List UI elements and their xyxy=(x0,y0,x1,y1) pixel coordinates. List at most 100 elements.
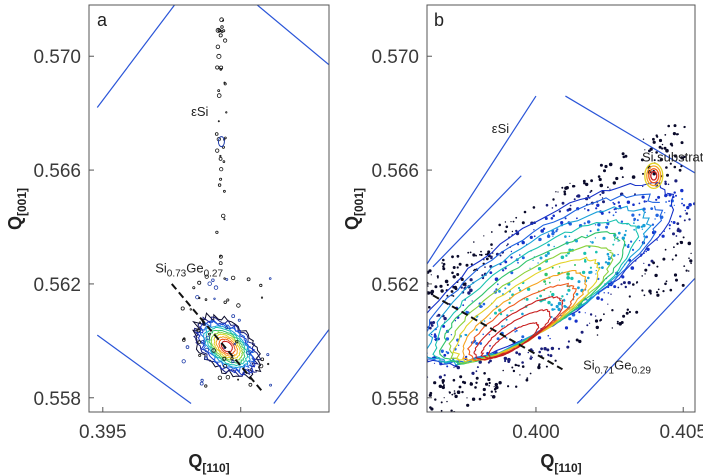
diffuse-scatter-point xyxy=(658,138,663,143)
diffuse-scatter-point xyxy=(454,394,458,399)
diffuse-scatter-point xyxy=(604,164,608,169)
diffuse-scatter-point xyxy=(456,365,460,370)
diffuse-scatter-point xyxy=(566,293,569,296)
diffuse-scatter-point xyxy=(521,256,525,260)
diffuse-scatter-point xyxy=(479,342,483,345)
diffuse-scatter-point xyxy=(516,364,519,367)
diffuse-scatter-point xyxy=(456,390,461,395)
diffuse-scatter-point xyxy=(505,318,508,321)
diffuse-scatter-point xyxy=(601,197,604,199)
diffuse-scatter-point xyxy=(488,384,491,387)
diffuse-scatter-point xyxy=(442,384,445,387)
strained-si-speck xyxy=(222,160,226,163)
diffuse-scatter-point xyxy=(521,240,525,245)
diffuse-scatter-point xyxy=(483,235,485,237)
diffuse-scatter-point xyxy=(669,162,672,165)
diffuse-scatter-point xyxy=(414,351,416,353)
diffuse-scatter-point xyxy=(555,304,559,309)
diffuse-scatter-point xyxy=(539,294,542,298)
diffuse-scatter-point xyxy=(595,207,598,210)
diffuse-scatter-point xyxy=(653,159,656,162)
diffuse-scatter-point xyxy=(554,359,557,362)
y-tick-label: 0.566 xyxy=(371,161,419,182)
diffuse-scatter-point xyxy=(600,211,604,215)
diffuse-scatter-point xyxy=(515,329,518,332)
panel-b-letter: b xyxy=(434,10,444,30)
diffuse-scatter-point xyxy=(518,289,522,292)
diffuse-scatter-point xyxy=(428,306,431,309)
diffuse-scatter-point xyxy=(610,293,612,295)
diffuse-scatter-point xyxy=(677,133,679,136)
diffuse-scatter-point xyxy=(576,217,578,220)
diffuse-scatter-point xyxy=(538,350,541,354)
diffuse-scatter-point xyxy=(598,177,602,182)
diffuse-scatter-point xyxy=(433,334,437,338)
diffuse-scatter-point xyxy=(459,375,463,379)
diffuse-scatter-point xyxy=(587,220,591,224)
noise-speck xyxy=(246,277,251,282)
diffuse-scatter-point xyxy=(526,377,529,379)
diffuse-scatter-point xyxy=(511,230,514,233)
diffuse-scatter-point xyxy=(411,323,413,325)
diffuse-scatter-point xyxy=(519,374,521,376)
diffuse-scatter-point xyxy=(612,201,614,204)
y-tick-label: 0.570 xyxy=(371,47,419,68)
diffuse-scatter-point xyxy=(655,291,659,294)
diffuse-scatter-point xyxy=(494,382,498,387)
diffuse-scatter-point xyxy=(612,214,615,217)
diffuse-scatter-point xyxy=(423,304,426,307)
diffuse-scatter-point xyxy=(667,124,670,128)
diffuse-scatter-point xyxy=(616,322,619,325)
diffuse-scatter-point xyxy=(641,195,645,199)
noise-speck xyxy=(268,277,272,280)
diffuse-scatter-point xyxy=(425,428,427,430)
diffuse-scatter-point xyxy=(443,374,446,377)
noise-speck xyxy=(197,340,202,344)
diffuse-scatter-point xyxy=(633,222,635,225)
diffuse-scatter-point xyxy=(433,362,436,364)
diffuse-scatter-point xyxy=(452,295,455,297)
diffuse-scatter-point xyxy=(664,212,666,214)
diffuse-scatter-point xyxy=(656,135,659,138)
diffuse-scatter-point xyxy=(414,337,416,339)
noise-speck xyxy=(246,350,251,355)
diffuse-scatter-point xyxy=(494,277,499,282)
diffuse-scatter-point xyxy=(574,319,578,323)
diffuse-scatter-point xyxy=(490,395,492,397)
diffuse-scatter-point xyxy=(550,217,554,220)
y-tick-label: 0.558 xyxy=(371,389,419,410)
strained-si-speck xyxy=(222,29,226,33)
diffuse-scatter-point xyxy=(613,285,617,289)
diffuse-scatter-point xyxy=(682,204,686,207)
diffuse-scatter-point xyxy=(441,262,443,264)
diffuse-scatter-point xyxy=(644,268,648,272)
diffuse-scatter-point xyxy=(463,282,467,286)
diffuse-scatter-point xyxy=(506,244,508,247)
diffuse-scatter-point xyxy=(474,268,476,271)
diffuse-scatter-point xyxy=(431,293,434,295)
diffuse-scatter-point xyxy=(596,228,600,232)
diffuse-scatter-point xyxy=(507,385,510,388)
alloy-peak-contour xyxy=(203,325,251,369)
diffuse-scatter-point xyxy=(480,250,482,253)
diffuse-scatter-point xyxy=(479,253,481,256)
diffuse-scatter-point xyxy=(489,345,491,347)
diffuse-scatter-point xyxy=(469,278,473,282)
diffuse-scatter-point xyxy=(427,291,431,295)
diffuse-scatter-point xyxy=(419,337,421,339)
diffuse-scatter-point xyxy=(545,203,549,207)
diffuse-scatter-point xyxy=(616,320,619,323)
diffuse-scatter-point xyxy=(434,398,437,401)
diffuse-scatter-point xyxy=(475,376,479,380)
diffuse-scatter-point xyxy=(464,333,467,336)
diffuse-scatter-point xyxy=(602,200,605,204)
diffuse-scatter-point xyxy=(589,230,592,233)
diffuse-scatter-point xyxy=(469,288,473,293)
diffuse-scatter-point xyxy=(620,283,623,286)
diffuse-scatter-point xyxy=(548,295,550,297)
noise-speck xyxy=(231,359,235,364)
diffuse-scatter-point xyxy=(550,303,553,307)
diffuse-scatter-point xyxy=(504,359,507,363)
diffuse-scatter-point xyxy=(462,380,465,384)
diffuse-scatter-point xyxy=(607,292,610,294)
